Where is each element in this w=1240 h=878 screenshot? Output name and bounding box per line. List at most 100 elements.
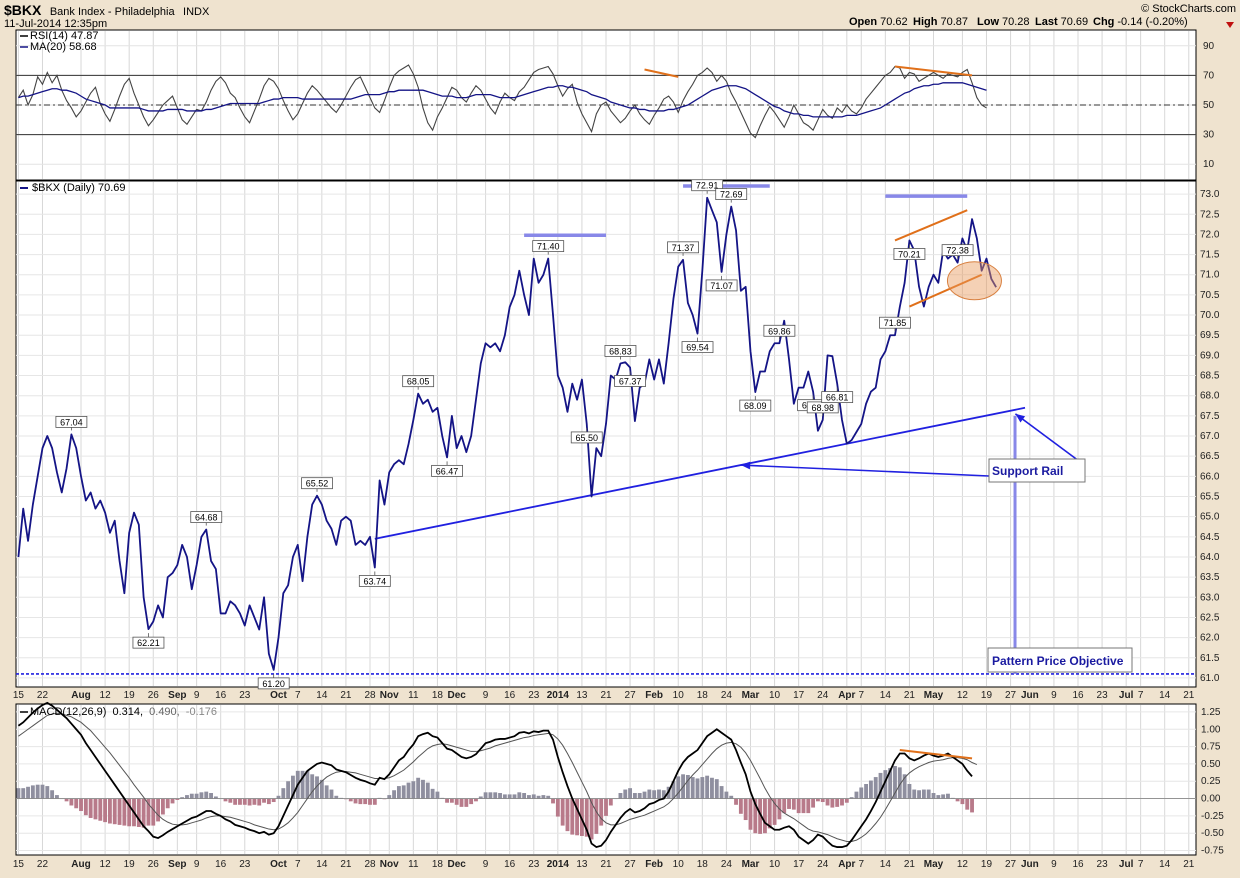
x-tick-label-row1: 9 <box>194 690 200 701</box>
macd-hist-bar <box>223 798 228 802</box>
price-tick-label: 71.5 <box>1200 250 1220 261</box>
macd-hist-bar <box>35 784 40 799</box>
macd-hist-bar <box>844 798 849 803</box>
ohlc-last: Last 70.69 <box>1035 16 1088 28</box>
macd-hist-bar <box>122 798 127 826</box>
macd-hist-bar <box>917 790 921 799</box>
macd-hist-bar <box>160 798 165 815</box>
rsi-tick-label: 70 <box>1203 70 1215 81</box>
macd-hist-bar <box>392 790 397 799</box>
macd-hist-bar <box>449 798 454 803</box>
ohlc-value: 70.87 <box>940 16 968 28</box>
macd-hist-bar <box>589 798 594 840</box>
macd-hist-bar <box>430 788 435 799</box>
macd-line <box>17 701 973 849</box>
macd-divergence-line <box>899 749 973 760</box>
rsi-tick-label: 30 <box>1203 130 1215 141</box>
macd-legend-signal: 0.490, <box>149 706 180 718</box>
macd-hist-bar <box>546 795 551 799</box>
macd-hist-bar <box>926 789 931 799</box>
macd-hist-bar <box>623 789 628 799</box>
x-tick-label-row2: 7 <box>295 859 301 870</box>
x-tick-label-row1: 17 <box>793 690 805 701</box>
macd-hist-bar <box>141 798 146 828</box>
macd-hist-bar <box>710 777 714 799</box>
value-label: 69.54 <box>686 343 709 353</box>
macd-hist-bar <box>608 798 613 806</box>
macd-hist-bar <box>103 798 108 823</box>
macd-hist-bar <box>474 798 478 802</box>
x-tick-label-row1: May <box>924 690 944 701</box>
macd-hist-bar <box>300 770 305 799</box>
macd-hist-bar <box>873 777 878 799</box>
x-tick-label-row1: 15 <box>13 690 25 701</box>
macd-hist-bar <box>170 798 175 804</box>
macd-hist-bar <box>632 793 637 799</box>
x-tick-label-row1: 12 <box>100 690 112 701</box>
macd-hist-bar <box>194 793 199 799</box>
macd-hist-bar <box>242 798 247 805</box>
macd-hist-bar <box>93 798 98 820</box>
note-arrow-line <box>740 464 990 477</box>
macd-hist-bar <box>55 795 59 799</box>
macd-hist-bar <box>815 798 820 802</box>
x-tick-label-row2: 12 <box>100 859 112 870</box>
macd-hist-bar <box>637 793 642 799</box>
macd-hist-bar <box>868 780 873 799</box>
x-tick-label-row2: 16 <box>504 859 516 870</box>
macd-hist-bar <box>26 786 30 799</box>
ohlc-value: 70.62 <box>880 16 908 28</box>
macd-hist-bar <box>931 793 936 799</box>
macd-hist-bar <box>262 798 266 803</box>
value-label: 72.38 <box>946 246 969 256</box>
x-tick-label-row1: 14 <box>880 690 892 701</box>
macd-hist-bar <box>536 795 541 799</box>
macd-hist-bar <box>700 777 705 799</box>
value-label: 62.21 <box>137 638 160 648</box>
macd-hist-bar <box>64 798 69 802</box>
macd-hist-bar <box>387 795 392 799</box>
x-tick-label-row2: May <box>924 859 944 870</box>
macd-hist-bar <box>941 794 946 799</box>
x-tick-label-row2: 19 <box>124 859 136 870</box>
macd-hist-bar <box>570 798 575 835</box>
price-legend-text: $BKX (Daily) 70.69 <box>32 182 126 194</box>
x-tick-label-row2: 21 <box>1183 859 1195 870</box>
index-name: Bank Index - Philadelphia <box>50 6 176 18</box>
value-label: 72.69 <box>720 190 743 200</box>
macd-legend-name: MACD(12,26,9) <box>30 706 106 718</box>
macd-hist-bar <box>40 784 45 799</box>
value-label: 71.37 <box>672 243 695 253</box>
x-tick-label-row1: 24 <box>721 690 733 701</box>
macd-hist-bar <box>734 798 738 805</box>
x-tick-label-row2: 23 <box>239 859 251 870</box>
ma-legend-text: MA(20) 58.68 <box>30 41 97 53</box>
macd-legend-hist: -0.176 <box>186 706 217 718</box>
x-tick-label-row1: 10 <box>673 690 685 701</box>
macd-hist-bar <box>469 798 474 805</box>
macd-hist-bar <box>271 798 276 803</box>
macd-hist-bar <box>353 798 358 804</box>
macd-hist-bar <box>281 788 286 799</box>
x-tick-label-row1: Aug <box>71 690 90 701</box>
x-tick-label-row2: 15 <box>13 859 25 870</box>
ohlc-label: Last <box>1035 16 1058 28</box>
macd-hist-bar <box>396 786 401 799</box>
support-rail-note: Support Rail <box>988 458 1086 483</box>
macd-hist-bar <box>854 791 859 799</box>
macd-hist-bar <box>878 772 883 799</box>
value-label: 67.37 <box>619 376 642 386</box>
macd-hist-bar <box>921 789 926 799</box>
macd-hist-bar <box>358 798 363 805</box>
macd-hist-bar <box>315 776 319 799</box>
x-tick-label-row1: Dec <box>448 690 467 701</box>
x-tick-label-row2: 13 <box>576 859 588 870</box>
macd-legend: MACD(12,26,9) 0.314, 0.490, -0.176 <box>20 706 217 718</box>
x-tick-label-row2: 14 <box>1159 859 1171 870</box>
x-tick-label-row2: 16 <box>1072 859 1084 870</box>
ohlc-value: 70.69 <box>1061 16 1089 28</box>
note-arrow-head <box>1015 413 1026 423</box>
price-tick-label: 66.0 <box>1200 471 1220 482</box>
